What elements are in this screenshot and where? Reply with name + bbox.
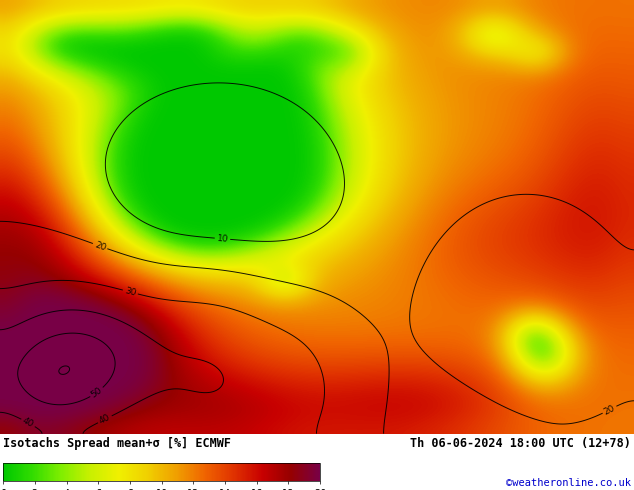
- Text: 40: 40: [98, 413, 112, 426]
- Text: 30: 30: [124, 286, 137, 298]
- Text: 20: 20: [93, 240, 107, 252]
- Text: 40: 40: [21, 416, 36, 429]
- Text: 50: 50: [89, 385, 104, 399]
- Text: 10: 10: [216, 234, 228, 244]
- Text: Isotachs Spread mean+σ [%] ECMWF: Isotachs Spread mean+σ [%] ECMWF: [3, 437, 231, 450]
- Text: Th 06-06-2024 18:00 UTC (12+78): Th 06-06-2024 18:00 UTC (12+78): [410, 437, 631, 450]
- Text: ©weatheronline.co.uk: ©weatheronline.co.uk: [506, 478, 631, 488]
- Text: 20: 20: [602, 403, 617, 416]
